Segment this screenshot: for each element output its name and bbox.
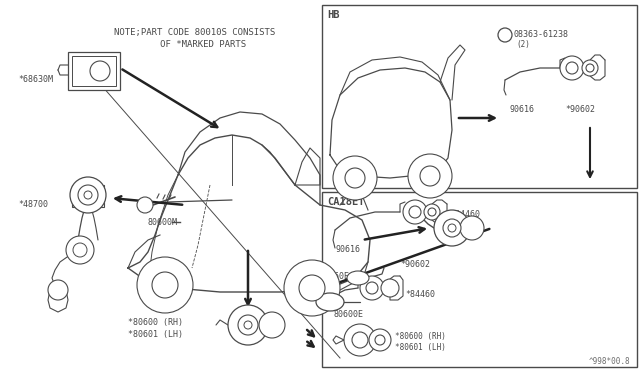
Circle shape [408,154,452,198]
Text: *84460E: *84460E [314,272,349,281]
Text: 90616: 90616 [335,245,360,254]
Circle shape [152,272,178,298]
Text: OF *MARKED PARTS: OF *MARKED PARTS [144,40,246,49]
Circle shape [284,260,340,316]
Circle shape [299,275,325,301]
Circle shape [333,156,377,200]
Circle shape [345,168,365,188]
Text: (2): (2) [516,40,530,49]
Ellipse shape [347,271,369,285]
Circle shape [137,197,153,213]
Bar [322,192,637,367]
Text: *80601 (LH): *80601 (LH) [395,343,446,352]
Text: *84460: *84460 [450,210,480,219]
Circle shape [259,312,285,338]
Circle shape [424,204,440,220]
Circle shape [73,243,87,257]
Circle shape [420,166,440,186]
Bar [72,185,104,207]
Circle shape [582,60,598,76]
Circle shape [84,191,92,199]
Text: HB: HB [327,10,339,20]
Circle shape [498,28,512,42]
Circle shape [352,332,368,348]
Text: 08363-61238: 08363-61238 [514,30,569,39]
Circle shape [70,177,106,213]
Text: NOTE;PART CODE 80010S CONSISTS: NOTE;PART CODE 80010S CONSISTS [115,28,276,37]
Text: 90616: 90616 [510,105,535,114]
Circle shape [369,329,391,351]
Text: *80600 (RH): *80600 (RH) [128,318,183,327]
Text: *90602: *90602 [565,105,595,114]
Text: *80600 (RH): *80600 (RH) [395,332,446,341]
Circle shape [228,305,268,345]
Text: 80600M: 80600M [148,218,178,227]
Bar [72,56,116,86]
Bar [322,5,637,188]
Circle shape [90,61,110,81]
Circle shape [443,219,461,237]
Text: S: S [503,32,507,38]
Circle shape [403,200,427,224]
Circle shape [66,236,94,264]
Circle shape [244,321,252,329]
Circle shape [448,224,456,232]
Bar [68,52,120,90]
Text: *84460: *84460 [405,290,435,299]
Text: ^998*00.8: ^998*00.8 [588,357,630,366]
Text: *68630M: *68630M [18,75,53,84]
Text: *48700: *48700 [18,200,48,209]
Circle shape [78,185,98,205]
Text: *90602: *90602 [400,260,430,269]
Text: 80600E: 80600E [334,310,364,319]
Text: *80601 (LH): *80601 (LH) [128,330,183,339]
Circle shape [375,335,385,345]
Ellipse shape [316,293,344,311]
Circle shape [137,257,193,313]
Circle shape [344,324,376,356]
Circle shape [428,208,436,216]
Circle shape [409,206,421,218]
Circle shape [48,280,68,300]
Circle shape [238,315,258,335]
Circle shape [560,56,584,80]
Circle shape [366,282,378,294]
Text: CA18ET: CA18ET [327,197,365,207]
Circle shape [434,210,470,246]
Circle shape [460,216,484,240]
Circle shape [381,279,399,297]
Circle shape [360,276,384,300]
Circle shape [586,64,594,72]
Circle shape [566,62,578,74]
